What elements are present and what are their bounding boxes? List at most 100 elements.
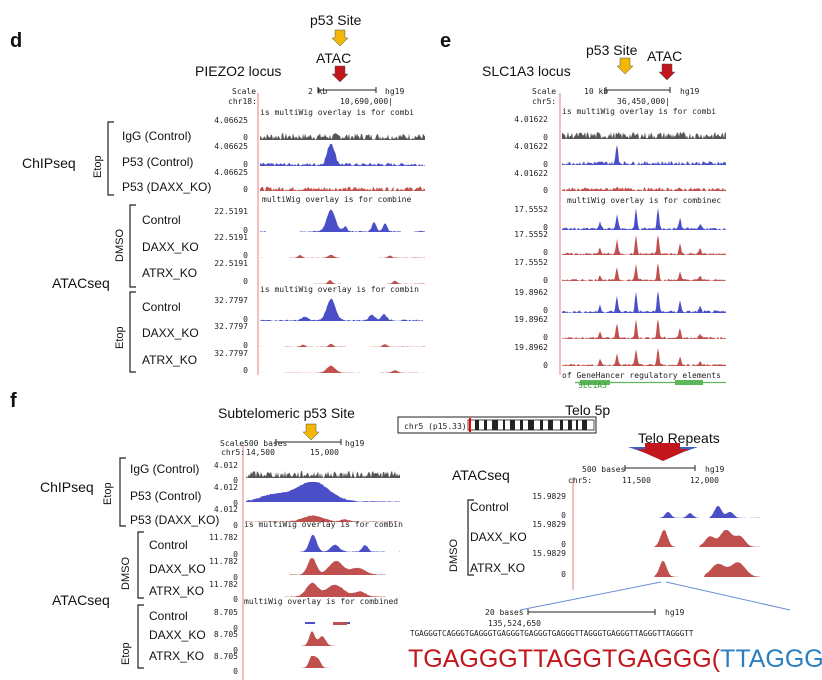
track-label-telo-daxx: DAXX_KO bbox=[470, 530, 527, 544]
etop-daxx-segment bbox=[333, 622, 347, 625]
chromosome-band bbox=[528, 420, 534, 430]
etop-label-d1: Etop bbox=[92, 155, 104, 178]
panel-letter-d: d bbox=[10, 30, 23, 52]
scale-size-d: 2 kb bbox=[308, 87, 328, 96]
scale-value: 0 bbox=[243, 366, 248, 375]
telo-5p-title: Telo 5p bbox=[565, 402, 611, 418]
scale-value: 4.012 bbox=[213, 483, 238, 492]
track-label-igg-control-d: IgG (Control) bbox=[122, 129, 192, 143]
scale-value: 4.01622 bbox=[514, 142, 548, 151]
ideogram-position-marker bbox=[469, 418, 471, 432]
scale-value: 0 bbox=[233, 573, 238, 582]
etop-label-d2: Etop bbox=[114, 326, 126, 349]
etop-daxx-track-d bbox=[260, 343, 425, 347]
track-label-igg-control-f: IgG (Control) bbox=[130, 462, 200, 476]
scale-value: 0 bbox=[543, 361, 548, 370]
scale-value: 22.5191 bbox=[214, 259, 248, 268]
chromosome-band bbox=[576, 420, 578, 430]
scale-value: 4.01622 bbox=[514, 169, 548, 178]
chromosome-band bbox=[560, 420, 563, 430]
scale-value: 22.5191 bbox=[214, 207, 248, 216]
track-label-etop-daxx-f: DAXX_KO bbox=[149, 628, 206, 642]
scale-value: 4.012 bbox=[213, 505, 238, 514]
group-atacseq-f: ATACseq bbox=[52, 592, 110, 608]
dmso-control-track-d bbox=[260, 209, 425, 232]
track-label-p53-control-f: P53 (Control) bbox=[130, 489, 202, 503]
scale-value: 0 bbox=[543, 223, 548, 232]
track-label-etop-daxx-d: DAXX_KO bbox=[142, 326, 199, 340]
etop-atrx-track-f bbox=[246, 656, 400, 668]
bracket-chipseq-f bbox=[119, 457, 126, 527]
scale-build-d: hg19 bbox=[385, 87, 405, 96]
atac-arrow-e bbox=[658, 63, 676, 81]
scale-value: 11.782 bbox=[209, 533, 238, 542]
scale-value: 4.06625 bbox=[214, 168, 248, 177]
scale-value: 0 bbox=[233, 521, 238, 530]
telo-atrx-track bbox=[575, 561, 760, 577]
etop-daxx-track-f bbox=[246, 631, 400, 646]
scale-value: 32.7797 bbox=[214, 349, 248, 358]
dmso-atrx-track-d bbox=[260, 280, 425, 284]
scale-size-f: 500 bases bbox=[244, 439, 288, 448]
atac-arrow-d bbox=[331, 65, 349, 83]
locus-title-e: SLC1A3 locus bbox=[482, 63, 571, 79]
scale-value: 15.9829 bbox=[532, 492, 566, 501]
scale-value: 0 bbox=[233, 646, 238, 655]
atacseq-label-telo: ATACseq bbox=[452, 467, 510, 483]
scale-build-f: hg19 bbox=[345, 439, 365, 448]
bracket-etop-d bbox=[129, 291, 136, 373]
scale-value: 0 bbox=[561, 540, 566, 549]
scale-value: 0 bbox=[243, 185, 248, 194]
footer-text-e: of GeneHancer regulatory elements bbox=[562, 371, 721, 380]
scale-value: 0 bbox=[243, 226, 248, 235]
overlay-text-e1: is multiWig overlay is for combi bbox=[562, 107, 717, 116]
dmso-label-d: DMSO bbox=[114, 229, 126, 262]
scale-chrom-d: chr18: bbox=[228, 97, 257, 106]
scale-word-e: Scale bbox=[532, 87, 557, 96]
igg-control-track-f bbox=[246, 470, 400, 478]
scale-word-f: Scale bbox=[220, 439, 245, 448]
scale-chrom-e: chr5: bbox=[532, 97, 557, 106]
track-label-p53-daxx-d: P53 (DAXX_KO) bbox=[122, 180, 212, 194]
scale-value: 4.01622 bbox=[514, 115, 548, 124]
scale-value: 8.705 bbox=[213, 630, 238, 639]
scale-value: 32.7797 bbox=[214, 322, 248, 331]
panel-letter-e: e bbox=[440, 30, 452, 52]
etop-atrx-track-e bbox=[562, 348, 726, 366]
group-atacseq-d: ATACseq bbox=[52, 275, 110, 291]
p53-control-track-d bbox=[260, 144, 425, 166]
scale-value: 0 bbox=[543, 186, 548, 195]
chromosome-band bbox=[582, 420, 587, 430]
scale-value: 4.06625 bbox=[214, 116, 248, 125]
scale-value: 0 bbox=[233, 667, 238, 676]
scale-value: 0 bbox=[233, 595, 238, 604]
scale-coord2-f: 15,000 bbox=[310, 448, 339, 457]
scale-coord-e: 36,450,000| bbox=[617, 97, 670, 106]
scale-value: 0 bbox=[243, 341, 248, 350]
atac-label-d: ATAC bbox=[316, 50, 352, 66]
scale-value: 11.782 bbox=[209, 580, 238, 589]
dmso-daxx-track-f bbox=[246, 558, 400, 575]
scale-value: 0 bbox=[233, 624, 238, 633]
telo-control-track bbox=[575, 506, 760, 518]
track-label-dmso-atrx-f: ATRX_KO bbox=[149, 584, 205, 598]
scale-value: 0 bbox=[561, 570, 566, 579]
dmso-daxx-track-d bbox=[260, 254, 425, 258]
track-label-p53-control-d: P53 (Control) bbox=[122, 155, 194, 169]
dmso-atrx-track-e bbox=[562, 263, 726, 281]
bracket-dmso-d bbox=[129, 204, 136, 288]
track-label-dmso-control-d: Control bbox=[142, 213, 181, 227]
chromosome-band bbox=[503, 420, 505, 430]
overlay-text-d2: multiWig overlay is for combine bbox=[262, 195, 412, 204]
zoom-scale-build: hg19 bbox=[665, 608, 685, 617]
track-label-dmso-atrx-d: ATRX_KO bbox=[142, 266, 198, 280]
scale-build-e: hg19 bbox=[680, 87, 700, 96]
scale-coord1-f: 14,500 bbox=[246, 448, 275, 457]
scale-value: 0 bbox=[243, 277, 248, 286]
scale-value: 11.782 bbox=[209, 557, 238, 566]
telo-repeats-label: Telo Repeats bbox=[638, 430, 720, 446]
scale-value: 17.5552 bbox=[514, 258, 548, 267]
zoom-line-right bbox=[665, 581, 791, 611]
etop-label-f2: Etop bbox=[120, 642, 132, 665]
